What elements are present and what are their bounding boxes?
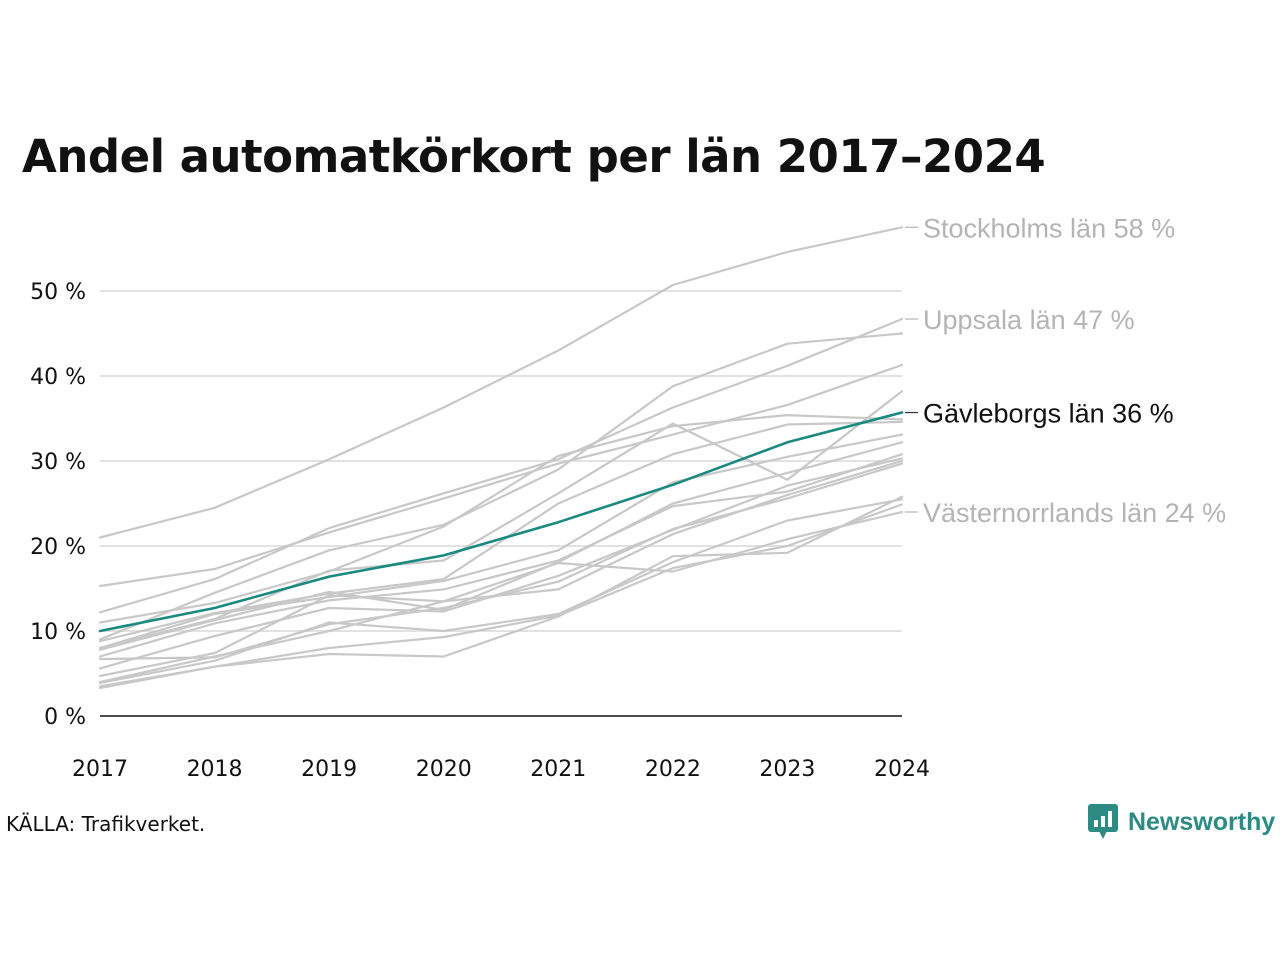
end-label: Stockholms län 58 % bbox=[923, 213, 1175, 243]
y-tick-label: 30 % bbox=[30, 450, 86, 475]
series-line bbox=[98, 503, 904, 690]
x-tick-label: 2020 bbox=[416, 757, 472, 782]
x-tick-label: 2022 bbox=[645, 757, 701, 782]
y-tick-label: 40 % bbox=[30, 365, 86, 390]
newsworthy-chart-bubble-icon bbox=[1088, 804, 1118, 839]
x-tick-label: 2023 bbox=[759, 757, 815, 782]
series-line bbox=[98, 317, 904, 614]
end-label: Västernorrlands län 24 % bbox=[923, 498, 1226, 528]
y-tick-label: 50 % bbox=[30, 280, 86, 305]
x-tick-label: 2017 bbox=[72, 757, 128, 782]
series-line bbox=[98, 420, 904, 643]
x-tick-label: 2019 bbox=[301, 757, 357, 782]
series-line bbox=[98, 226, 904, 539]
series-line bbox=[98, 441, 904, 651]
x-tick-label: 2024 bbox=[874, 757, 930, 782]
series-line bbox=[98, 498, 904, 685]
y-tick-label: 0 % bbox=[44, 705, 86, 730]
series-line bbox=[98, 510, 904, 684]
series-line bbox=[98, 363, 904, 588]
chart-title: Andel automatkörkort per län 2017–2024 bbox=[22, 130, 1046, 183]
source-note: KÄLLA: Trafikverket. bbox=[6, 812, 206, 836]
end-label: Uppsala län 47 % bbox=[923, 305, 1135, 335]
y-tick-label: 10 % bbox=[30, 620, 86, 645]
highlight-series-line bbox=[98, 411, 904, 633]
y-axis-tick-labels: 0 % 10 % 20 % 30 % 40 % 50 % bbox=[30, 280, 86, 730]
end-labels-group: Stockholms län 58 % Uppsala län 47 % Gävle… bbox=[905, 213, 1226, 528]
series-line bbox=[98, 433, 904, 650]
y-tick-label: 20 % bbox=[30, 535, 86, 560]
series-line bbox=[98, 457, 904, 670]
grid-lines bbox=[100, 290, 902, 717]
x-tick-label: 2018 bbox=[187, 757, 243, 782]
series-line bbox=[98, 332, 904, 641]
series-line bbox=[98, 414, 904, 624]
brand-name: Newsworthy bbox=[1128, 807, 1276, 836]
background-series-group bbox=[98, 226, 904, 690]
x-axis-tick-labels: 2017 2018 2019 2020 2021 2022 2023 2024 bbox=[72, 757, 930, 782]
series-line bbox=[98, 390, 904, 650]
x-tick-label: 2021 bbox=[530, 757, 586, 782]
brand-logo: Newsworthy bbox=[1088, 804, 1275, 840]
end-label: Gävleborgs län 36 % bbox=[923, 399, 1174, 429]
highlight-series-group bbox=[98, 411, 904, 633]
